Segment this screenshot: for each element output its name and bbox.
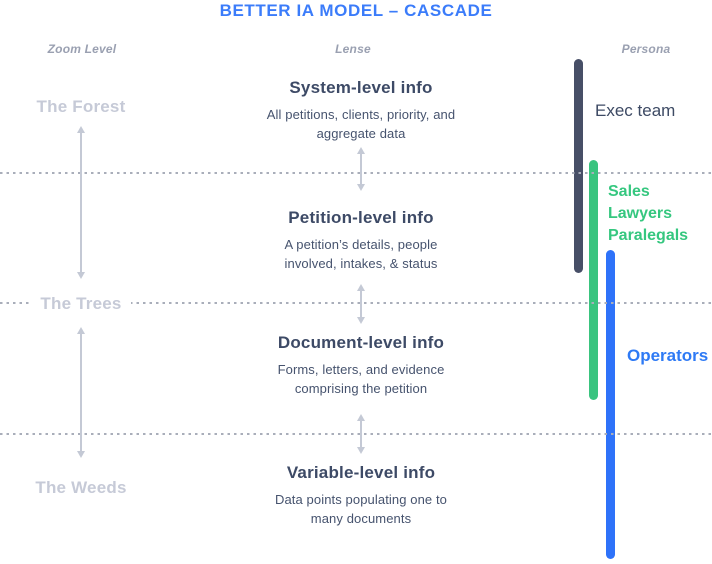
level-system-description: All petitions, clients, priority, and ag… — [266, 107, 456, 141]
arrowhead-down-icon — [76, 451, 85, 458]
level-document-heading: Document-level info — [277, 333, 445, 352]
level-system-heading: System-level info — [289, 78, 433, 97]
level-variable-heading: Variable-level info — [286, 463, 436, 482]
persona-label-sales-lawyers-paralegals: Sales Lawyers Paralegals — [608, 183, 689, 244]
zoom-label-trees-text: The Trees — [31, 294, 131, 314]
arrowhead-up-icon — [356, 147, 365, 154]
zoom-label-forest-text: The Forest — [27, 97, 135, 117]
persona-label-exec-team: Exec team — [595, 101, 676, 120]
level-document-description: Forms, letters, and evidence comprising … — [277, 362, 445, 396]
level-petition-heading: Petition-level info — [288, 208, 434, 227]
column-header-lens: Lense — [335, 42, 371, 56]
dotted-separator-2 — [0, 302, 712, 304]
double-arrow-icon — [354, 414, 367, 454]
zoom-label-forest: The Forest — [6, 97, 156, 117]
arrowhead-up-icon — [356, 284, 365, 291]
dotted-separator-1 — [0, 172, 712, 174]
arrow-line — [79, 132, 82, 273]
dotted-separator-3 — [0, 433, 712, 435]
double-arrow-icon — [354, 147, 367, 191]
zoom-label-weeds-text: The Weeds — [26, 478, 136, 498]
arrow-line — [359, 420, 362, 448]
arrowhead-up-icon — [76, 327, 85, 334]
sales-lawyers-paralegals-bar — [589, 160, 598, 400]
double-arrow-icon — [354, 284, 367, 324]
double-arrow-icon — [74, 327, 87, 458]
operators-bar — [606, 250, 615, 559]
arrowhead-down-icon — [356, 184, 365, 191]
zoom-label-trees: The Trees — [6, 294, 156, 314]
double-arrow-icon — [74, 126, 87, 279]
persona-label-operators: Operators — [627, 346, 709, 365]
level-variable-description: Data points populating one to many docum… — [274, 492, 448, 526]
arrow-line — [359, 153, 362, 185]
level-variable: Variable-level info Data points populati… — [231, 463, 491, 529]
page-title: BETTER IA MODEL – CASCADE — [219, 1, 493, 20]
arrowhead-up-icon — [356, 414, 365, 421]
arrow-line — [79, 333, 82, 452]
arrowhead-down-icon — [76, 272, 85, 279]
exec-team-bar — [574, 59, 583, 273]
level-system: System-level info All petitions, clients… — [231, 78, 491, 144]
arrowhead-down-icon — [356, 317, 365, 324]
level-petition-description: A petition’s details, people involved, i… — [284, 237, 438, 271]
arrowhead-down-icon — [356, 447, 365, 454]
zoom-label-weeds: The Weeds — [6, 478, 156, 498]
level-document: Document-level info Forms, letters, and … — [231, 333, 491, 399]
arrow-line — [359, 290, 362, 318]
level-petition: Petition-level info A petition’s details… — [231, 208, 491, 274]
arrowhead-up-icon — [76, 126, 85, 133]
column-header-zoom-level: Zoom Level — [47, 42, 117, 56]
column-header-persona: Persona — [621, 42, 671, 56]
